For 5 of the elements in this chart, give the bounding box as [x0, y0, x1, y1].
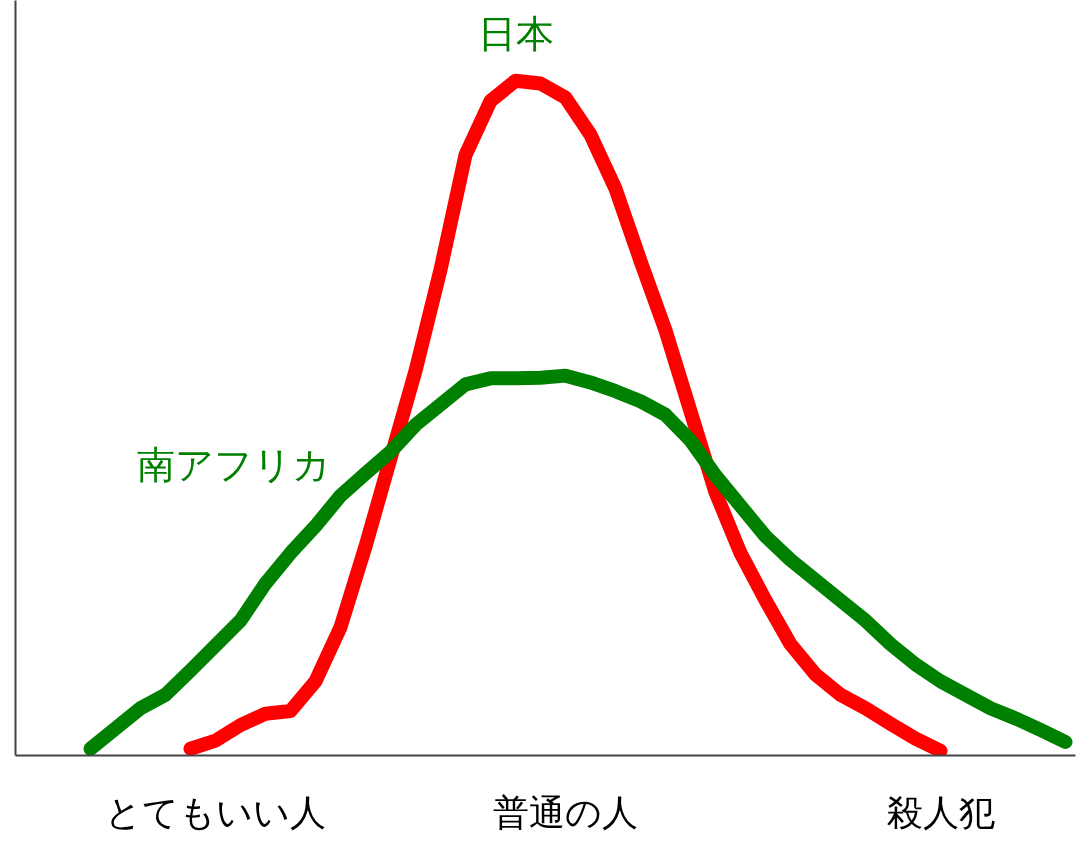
x-tick-label: 普通の人: [493, 791, 638, 833]
x-tick-label: 殺人犯: [886, 791, 995, 833]
x-tick-label: とてもいい人: [105, 791, 326, 833]
annotation: 南アフリカ: [136, 443, 331, 488]
text: 日本: [477, 11, 554, 56]
